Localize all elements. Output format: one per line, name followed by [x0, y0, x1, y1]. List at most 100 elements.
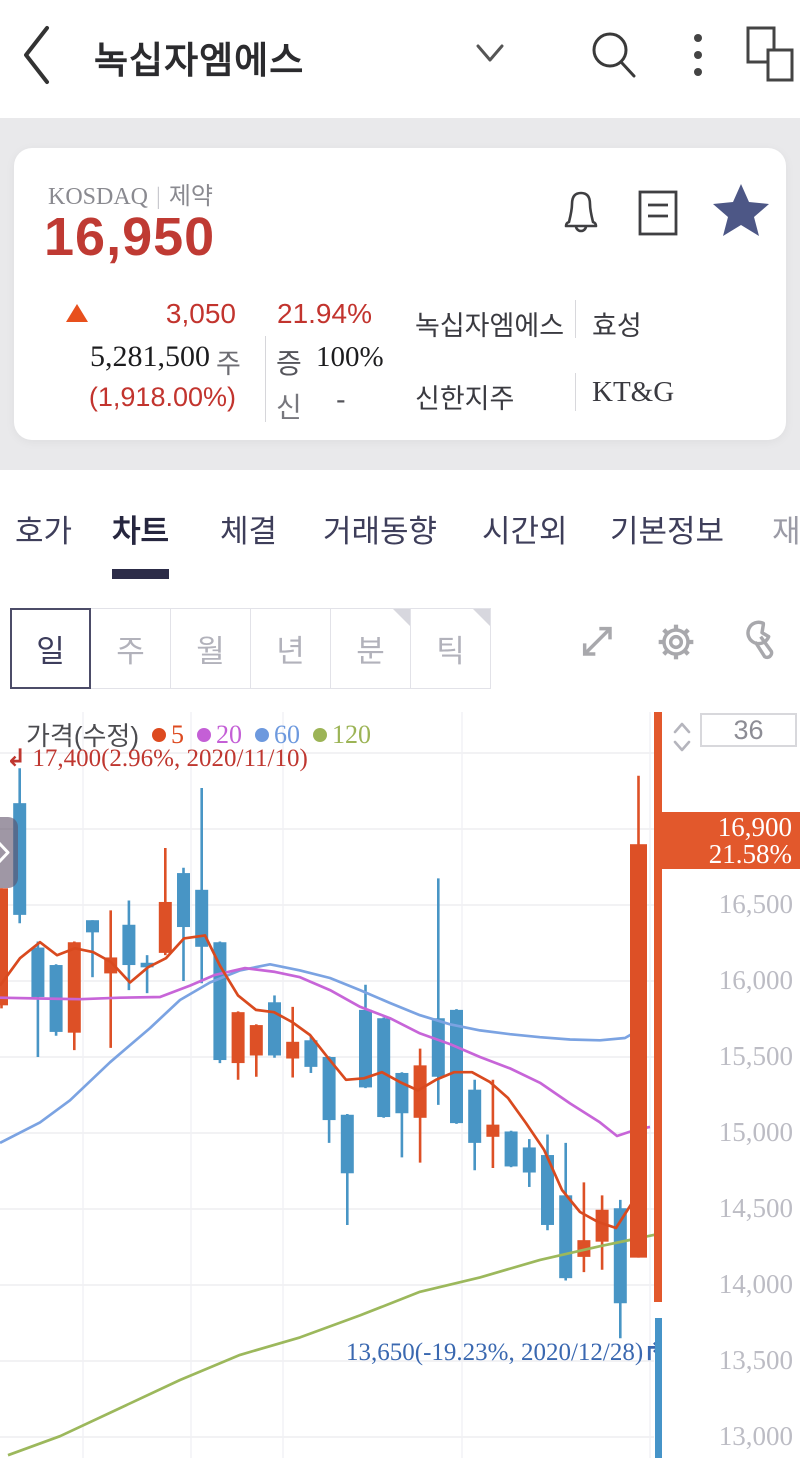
credit-value: -	[336, 384, 346, 416]
candlestick-chart-canvas[interactable]	[0, 712, 800, 1458]
candle-body	[158, 901, 172, 953]
y-axis-label: 15,500	[718, 1041, 793, 1071]
candle-body	[67, 942, 81, 1033]
search-button[interactable]	[588, 24, 640, 86]
current-price: 16,950	[44, 207, 216, 267]
volume-row: 5,281,500 주	[14, 340, 434, 379]
gear-icon	[658, 624, 694, 660]
change-percent: 21.94%	[277, 298, 372, 329]
fullscreen-button[interactable]	[574, 614, 622, 670]
back-icon	[24, 26, 49, 84]
tab-label: 거래동향	[323, 514, 438, 549]
period-label: 년	[276, 634, 305, 669]
candle-body	[504, 1131, 518, 1167]
wrench-icon	[746, 620, 774, 660]
turnover-value: (1,918.00%)	[88, 382, 236, 412]
chevron-right-icon	[0, 841, 10, 864]
related-stock-4[interactable]: KT&G	[592, 376, 675, 408]
legend-dot-icon	[313, 727, 327, 742]
tab-bar: 호가 차트 체결 거래동향 시간외 기본정보 재	[0, 470, 800, 593]
axis-scale-stepper[interactable]	[670, 718, 694, 758]
divider	[575, 373, 576, 411]
legend-ma-5: 5	[152, 720, 184, 750]
candle-body	[177, 873, 190, 928]
market-line: KOSDAQ | 제약	[48, 176, 213, 211]
period-button-일[interactable]: 일	[10, 608, 91, 689]
y-axis-label: 16,500	[718, 889, 793, 919]
candle-body	[395, 1072, 409, 1114]
windows-icon	[746, 26, 794, 82]
memo-icon	[638, 190, 678, 236]
page-title: 녹십자엠에스	[94, 40, 305, 81]
ma-line-120	[7, 1232, 659, 1457]
turnover-row: (1,918.00%)	[14, 382, 434, 418]
side-drawer-handle[interactable]	[0, 817, 18, 888]
tab-5[interactable]: 시간외	[482, 470, 568, 591]
ma-line-5	[0, 934, 647, 1230]
period-label: 분	[356, 634, 385, 669]
search-icon	[592, 32, 636, 78]
expand-icon	[582, 626, 612, 656]
multi-window-button[interactable]	[742, 20, 794, 82]
y-axis-label: 13,500	[718, 1345, 793, 1375]
candle-body	[0, 888, 8, 1006]
period-label: 주	[116, 634, 145, 669]
axis-divider-up	[654, 712, 662, 1302]
candle-body	[213, 942, 227, 1061]
related-stock-3[interactable]: 신한지주	[415, 384, 515, 414]
period-button-주[interactable]: 주	[90, 608, 171, 689]
more-menu-button[interactable]	[672, 24, 724, 86]
y-axis-label: 14,500	[718, 1193, 793, 1223]
candle-count-box[interactable]: 36	[700, 713, 797, 747]
legend-ma-period: 120	[332, 719, 371, 749]
candle-body	[31, 947, 45, 997]
stock-dropdown-button[interactable]	[468, 30, 512, 74]
tab-label: 시간외	[482, 514, 568, 549]
low-annotation-text: 13,650(-19.23%, 2020/12/28)	[346, 1339, 644, 1366]
tab-label: 재	[772, 514, 800, 549]
ma-line-20	[0, 966, 651, 1138]
tab-1[interactable]: 호가	[15, 470, 72, 591]
related-stock-2[interactable]: 효성	[592, 311, 642, 341]
candle-body	[377, 1018, 391, 1118]
high-annotation-text: 17,400(2.96%, 2020/11/10)	[32, 745, 308, 772]
stock-summary-card: KOSDAQ | 제약 16,950 3,050 21.94% 5,281,500 …	[14, 148, 786, 440]
period-button-년[interactable]: 년	[250, 608, 331, 689]
tab-2[interactable]: 차트	[112, 470, 170, 591]
chevron-down-icon	[476, 44, 504, 62]
related-stock-1[interactable]: 녹십자엠에스	[415, 311, 565, 341]
alert-button[interactable]	[552, 184, 610, 240]
volume-value: 5,281,500	[90, 340, 210, 373]
memo-button[interactable]	[630, 184, 684, 240]
candle-body	[359, 1009, 372, 1088]
legend-ma-period: 5	[171, 719, 184, 749]
chevron-up-down-icon	[673, 722, 691, 752]
active-tab-underline	[112, 569, 170, 579]
legend-dot-icon	[255, 727, 269, 742]
candle-body	[630, 844, 647, 1258]
low-annotation: 13,650(-19.23%, 2020/12/28)↱	[346, 1338, 663, 1367]
candle-body	[522, 1147, 536, 1173]
chart-settings-button[interactable]	[652, 614, 700, 670]
favorite-button[interactable]	[710, 180, 772, 238]
tab-6[interactable]: 기본정보	[610, 470, 724, 591]
tab-4[interactable]: 거래동향	[323, 470, 437, 591]
legend-ma-20: 20	[197, 720, 242, 750]
tab-7[interactable]: 재	[772, 470, 800, 591]
candle-body	[486, 1124, 500, 1137]
tab-3[interactable]: 체결	[220, 470, 277, 591]
market-label: KOSDAQ	[48, 184, 149, 210]
legend-ma-60: 60	[255, 720, 300, 750]
period-button-월[interactable]: 월	[170, 608, 251, 689]
period-button-틱[interactable]: 틱	[410, 608, 491, 689]
legend-dot-icon	[152, 727, 166, 742]
back-button[interactable]	[14, 18, 58, 92]
period-button-분[interactable]: 분	[330, 608, 411, 689]
candle-body	[195, 889, 209, 947]
legend-dot-icon	[197, 727, 211, 742]
legend-ma-period: 60	[274, 719, 300, 749]
axis-divider-down	[655, 1318, 662, 1458]
drawing-tools-button[interactable]	[730, 614, 778, 670]
candle-body	[231, 1012, 245, 1064]
current-price-tag: 16,900 21.58%	[660, 812, 800, 869]
